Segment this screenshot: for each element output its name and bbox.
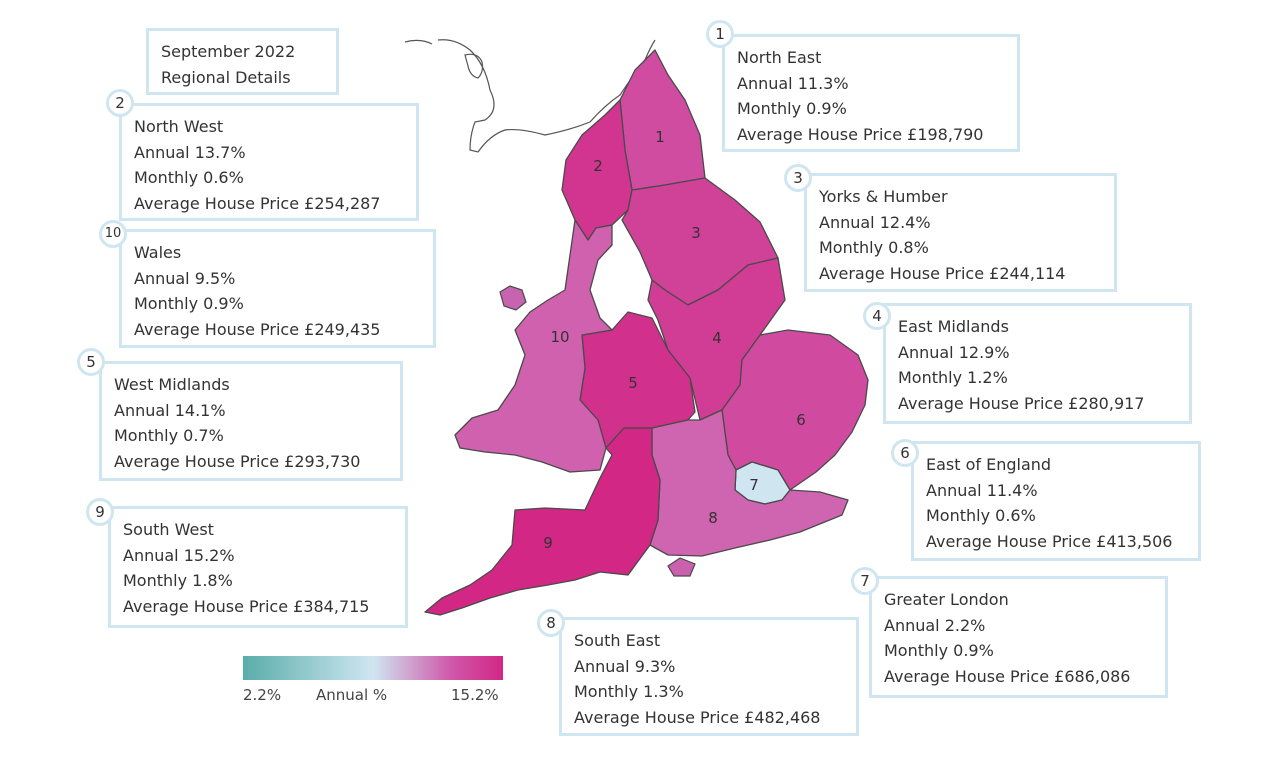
- region-name: South West: [123, 520, 214, 539]
- region-box-east-midlands: East Midlands Annual 12.9% Monthly 1.2% …: [883, 303, 1192, 424]
- map-label-9: 9: [543, 534, 553, 552]
- region-badge-7: 7: [851, 567, 879, 595]
- region-price: Average House Price £384,715: [123, 596, 370, 616]
- region-monthly: Monthly 1.2%: [898, 368, 1008, 387]
- region-box-greater-london: Greater London Annual 2.2% Monthly 0.9% …: [869, 576, 1168, 698]
- region-name: East of England: [926, 455, 1052, 474]
- map-label-6: 6: [796, 411, 806, 429]
- region-badge-1: 1: [706, 20, 734, 48]
- region-annual: Annual 11.4%: [926, 480, 1038, 500]
- map-label-5: 5: [628, 374, 638, 392]
- region-box-east-of-england: East of England Annual 11.4% Monthly 0.6…: [911, 441, 1201, 561]
- region-annual: Annual 12.9%: [898, 342, 1010, 362]
- region-name: East Midlands: [898, 317, 1009, 336]
- region-monthly: Monthly 0.9%: [134, 294, 244, 313]
- region-wales: [454, 219, 613, 473]
- region-price: Average House Price £244,114: [819, 263, 1066, 283]
- region-box-yorks-humber: Yorks & Humber Annual 12.4% Monthly 0.8%…: [804, 173, 1117, 292]
- region-badge-8: 8: [537, 609, 565, 637]
- region-badge-9: 9: [86, 498, 114, 526]
- region-annual: Annual 9.3%: [574, 656, 676, 676]
- region-box-west-midlands: West Midlands Annual 14.1% Monthly 0.7% …: [99, 361, 403, 481]
- region-annual: Annual 11.3%: [737, 73, 849, 93]
- map-label-2: 2: [593, 157, 603, 175]
- map-label-4: 4: [712, 329, 722, 347]
- region-price: Average House Price £413,506: [926, 531, 1173, 551]
- england-wales-map: 1 2 3 4 5 6 7 8 9 10: [404, 39, 869, 616]
- region-name: Wales: [134, 243, 182, 262]
- region-badge-5: 5: [77, 348, 105, 376]
- map-label-3: 3: [691, 224, 701, 242]
- region-name: Yorks & Humber: [819, 187, 948, 206]
- region-annual: Annual 12.4%: [819, 212, 931, 232]
- region-badge-10: 10: [99, 220, 127, 248]
- region-monthly: Monthly 1.8%: [123, 571, 233, 590]
- scotland-outline: [404, 39, 656, 153]
- region-price: Average House Price £280,917: [898, 393, 1145, 413]
- region-annual: Annual 2.2%: [884, 615, 986, 635]
- scotland-loch: [464, 53, 484, 79]
- title-subtitle: Regional Details: [161, 67, 291, 87]
- region-monthly: Monthly 0.9%: [737, 99, 847, 118]
- region-name: West Midlands: [114, 375, 230, 394]
- legend-label: Annual %: [316, 686, 388, 704]
- region-monthly: Monthly 0.7%: [114, 426, 224, 445]
- map-label-1: 1: [655, 128, 665, 146]
- region-monthly: Monthly 0.8%: [819, 238, 929, 257]
- region-price: Average House Price £482,468: [574, 707, 821, 727]
- legend-max: 15.2%: [451, 686, 499, 704]
- map-label-8: 8: [708, 509, 718, 527]
- region-monthly: Monthly 0.9%: [884, 641, 994, 660]
- region-box-wales: Wales Annual 9.5% Monthly 0.9% Average H…: [119, 229, 436, 348]
- region-north-east: [619, 49, 706, 191]
- region-name: South East: [574, 631, 661, 650]
- region-box-south-west: South West Annual 15.2% Monthly 1.8% Ave…: [108, 506, 408, 628]
- region-price: Average House Price £254,287: [134, 193, 381, 213]
- legend-gradient-bar: [243, 656, 503, 680]
- region-name: North West: [134, 117, 224, 136]
- map-label-10: 10: [550, 328, 569, 346]
- legend-min: 2.2%: [243, 686, 282, 704]
- isle-of-wight: [667, 557, 696, 577]
- region-annual: Annual 14.1%: [114, 400, 226, 420]
- region-badge-3: 3: [784, 164, 812, 192]
- region-annual: Annual 13.7%: [134, 142, 246, 162]
- region-price: Average House Price £249,435: [134, 319, 381, 339]
- title-box: September 2022 Regional Details: [146, 28, 339, 95]
- region-annual: Annual 9.5%: [134, 268, 236, 288]
- region-name: Greater London: [884, 590, 1009, 609]
- region-badge-4: 4: [863, 302, 891, 330]
- isle-of-man: [499, 285, 527, 311]
- region-price: Average House Price £686,086: [884, 666, 1131, 686]
- region-monthly: Monthly 1.3%: [574, 682, 684, 701]
- region-price: Average House Price £198,790: [737, 124, 984, 144]
- region-box-south-east: South East Annual 9.3% Monthly 1.3% Aver…: [559, 617, 859, 736]
- region-price: Average House Price £293,730: [114, 451, 361, 471]
- map-label-7: 7: [749, 476, 759, 494]
- region-monthly: Monthly 0.6%: [134, 168, 244, 187]
- title-date: September 2022: [161, 42, 296, 61]
- region-box-north-east: North East Annual 11.3% Monthly 0.9% Ave…: [722, 34, 1020, 152]
- region-south-west: [424, 427, 661, 616]
- region-badge-2: 2: [106, 89, 134, 117]
- region-badge-6: 6: [891, 439, 919, 467]
- region-name: North East: [737, 48, 822, 67]
- region-box-north-west: North West Annual 13.7% Monthly 0.6% Ave…: [119, 103, 419, 221]
- region-annual: Annual 15.2%: [123, 545, 235, 565]
- region-monthly: Monthly 0.6%: [926, 506, 1036, 525]
